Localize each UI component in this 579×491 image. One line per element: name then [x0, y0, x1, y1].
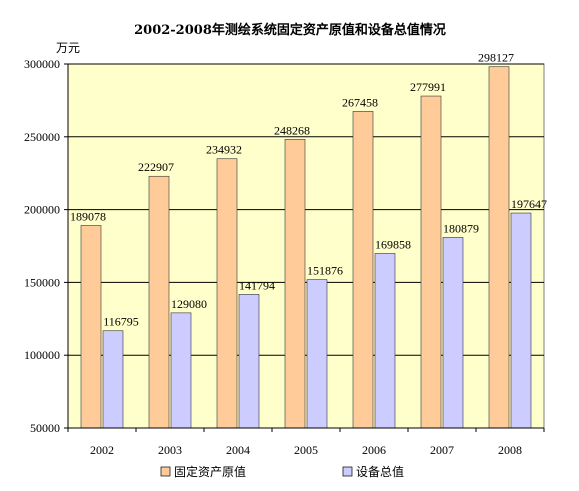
data-label-equipment: 116795	[103, 315, 139, 329]
data-label-equipment: 151876	[307, 264, 343, 278]
y-axis-ticks: 50000 100000 150000 200000 250000 300000	[24, 57, 68, 435]
y-axis-unit: 万元	[56, 41, 80, 55]
bar-equipment	[238, 294, 260, 429]
data-labels: 189078 116795 222907 129080 234932 141794 2482…	[70, 51, 547, 329]
data-label-equipment: 197647	[511, 197, 547, 211]
bar-fixed-assets	[80, 225, 102, 429]
y-tick-label: 100000	[24, 348, 60, 362]
x-tick-label: 2002	[90, 443, 114, 457]
y-tick-label: 200000	[24, 203, 60, 217]
bar-fixed-assets	[216, 158, 238, 429]
data-label-equipment: 141794	[239, 278, 275, 292]
legend-label-equipment: 设备总值	[356, 464, 404, 479]
x-tick-label: 2005	[294, 443, 318, 457]
data-label-fixed-assets: 189078	[70, 210, 106, 224]
bar-equipment	[170, 312, 192, 429]
legend-swatch-fixed-assets	[160, 466, 171, 477]
bar-equipment	[442, 237, 464, 429]
bar-fixed-assets	[420, 95, 442, 429]
bar-equipment	[102, 330, 124, 429]
data-label-fixed-assets: 234932	[206, 143, 242, 157]
data-label-equipment: 169858	[375, 237, 411, 251]
bar-equipment	[510, 212, 532, 429]
y-tick-label: 50000	[30, 421, 60, 435]
legend-swatch-equipment	[342, 466, 353, 477]
x-tick-label: 2006	[362, 443, 386, 457]
legend-label-fixed-assets: 固定资产原值	[174, 464, 246, 479]
x-tick-label: 2003	[158, 443, 182, 457]
data-label-fixed-assets: 267458	[342, 95, 378, 109]
x-axis-ticks: 2002 2003 2004 2005 2006 2007 2008	[67, 428, 545, 457]
data-label-fixed-assets: 277991	[410, 80, 446, 94]
chart-title: 2002-2008年测绘系统固定资产原值和设备总值情况	[134, 22, 446, 38]
bar-fixed-assets	[488, 66, 510, 429]
y-tick-label: 250000	[24, 130, 60, 144]
y-tick-label: 150000	[24, 275, 60, 289]
legend: 固定资产原值 设备总值	[160, 464, 404, 479]
bar-equipment	[306, 279, 328, 429]
bar-fixed-assets	[352, 111, 374, 429]
gridlines	[68, 63, 544, 356]
data-label-fixed-assets: 222907	[138, 160, 174, 174]
bars	[80, 66, 532, 429]
data-label-fixed-assets: 298127	[478, 51, 514, 65]
bar-fixed-assets	[148, 175, 170, 429]
data-label-equipment: 129080	[171, 297, 207, 311]
bar-equipment	[374, 253, 396, 429]
bar-fixed-assets	[284, 139, 306, 429]
plot-area	[67, 63, 545, 429]
y-tick-label: 300000	[24, 57, 60, 71]
x-tick-label: 2008	[498, 443, 522, 457]
data-label-equipment: 180879	[443, 221, 479, 235]
x-tick-label: 2007	[430, 443, 454, 457]
x-tick-label: 2004	[226, 443, 250, 457]
data-label-fixed-assets: 248268	[274, 123, 310, 137]
